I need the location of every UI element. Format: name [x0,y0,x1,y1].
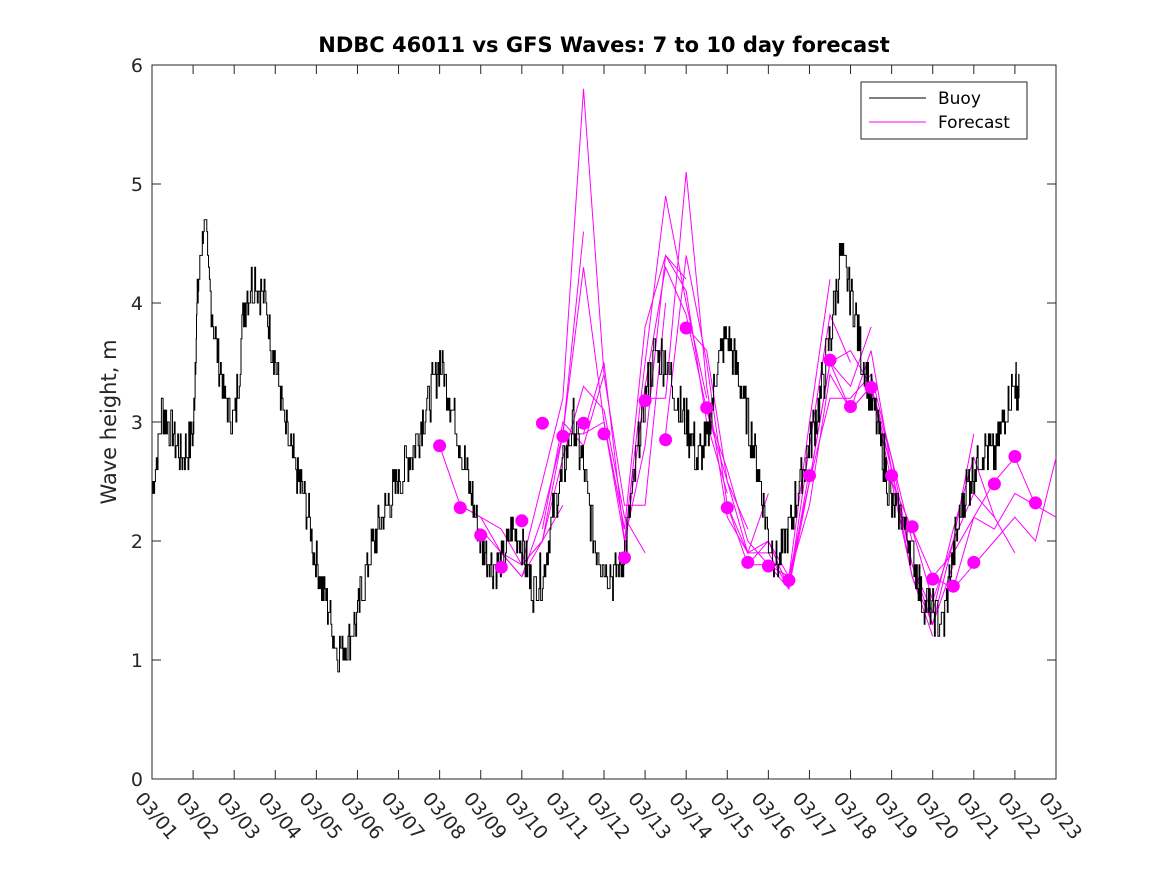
marker-layer [433,321,1042,593]
forecast-marker-0 [433,439,447,453]
forecast-marker-2 [474,528,488,542]
forecast-marker-6 [556,429,570,443]
forecast-marker-26 [967,555,981,569]
forecast-marker-5 [535,416,549,430]
y-tick-label: 5 [131,174,143,196]
forecast-series-4 [521,385,646,566]
legend-buoy-label: Buoy [938,89,981,109]
forecast-marker-1 [453,501,467,515]
y-tick-label: 4 [131,293,143,315]
y-axis-label: Wave height, m [97,339,121,504]
forecast-marker-15 [741,555,755,569]
forecast-marker-21 [864,381,878,394]
buoy-series [152,219,1020,673]
forecast-marker-16 [761,559,775,573]
forecast-marker-28 [1008,450,1022,463]
forecast-marker-4 [515,514,529,528]
forecast-marker-3 [494,560,508,574]
forecast-marker-8 [597,427,611,441]
forecast-marker-7 [577,416,590,430]
forecast-marker-22 [885,469,899,483]
legend-box [860,81,1028,140]
forecast-marker-27 [987,477,1001,491]
legend: Buoy Forecast [860,81,1028,140]
y-tick-label: 2 [131,531,143,553]
y-tick-label: 1 [131,650,143,672]
forecast-marker-19 [823,353,837,367]
forecast-marker-13 [700,401,714,415]
legend-forecast-label: Forecast [938,113,1010,133]
forecast-series-5 [541,302,667,530]
forecast-marker-11 [659,433,673,447]
forecast-marker-12 [679,321,693,335]
y-tick-label: 3 [131,412,143,434]
forecast-marker-25 [946,579,960,593]
chart-title: NDBC 46011 vs GFS Waves: 7 to 10 day for… [318,33,889,57]
y-tick-label: 6 [131,55,143,77]
forecast-marker-9 [618,551,631,565]
forecast-marker-24 [926,572,940,586]
forecast-marker-17 [782,573,796,587]
forecast-marker-23 [905,520,919,534]
y-tick-label: 0 [131,769,143,791]
forecast-marker-14 [720,501,734,515]
forecast-marker-29 [1029,496,1042,510]
forecast-marker-18 [803,469,816,483]
forecast-series-25 [952,457,1057,589]
forecast-marker-20 [844,400,857,413]
forecast-marker-10 [638,394,652,408]
forecast-series-7 [583,195,708,542]
